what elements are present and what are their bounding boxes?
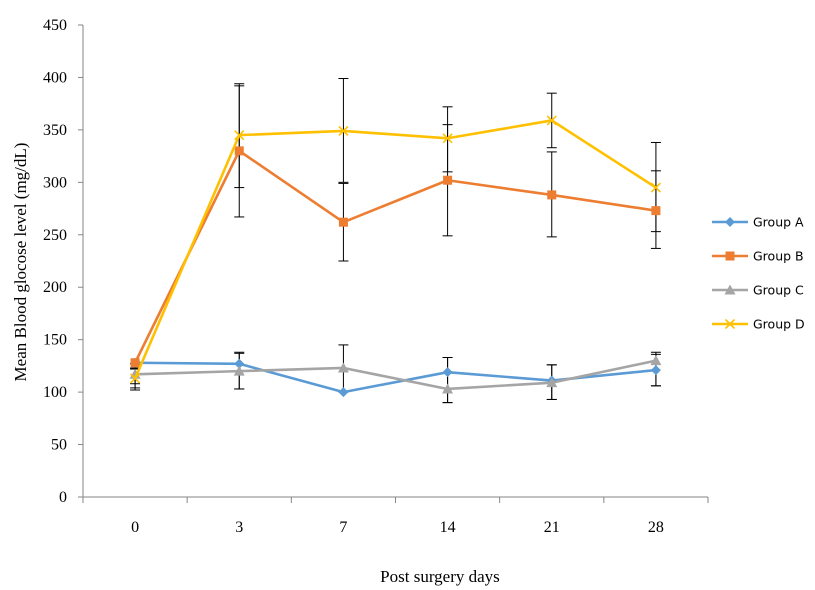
series-line-group-d xyxy=(133,119,657,379)
data-point-group-d xyxy=(546,115,557,126)
data-point-group-b xyxy=(651,206,661,216)
legend-label: Group D xyxy=(753,317,805,332)
y-tick-label: 200 xyxy=(43,279,67,296)
series-line-group-c xyxy=(135,359,657,391)
y-tick-label: 450 xyxy=(43,17,67,34)
y-tick-label: 300 xyxy=(43,174,67,191)
data-point-group-a xyxy=(234,358,245,369)
legend-label: Group C xyxy=(753,283,804,298)
marker-stroke xyxy=(546,115,557,126)
marker-stroke xyxy=(650,182,661,193)
data-point-group-c xyxy=(337,362,349,373)
y-tick-label: 350 xyxy=(43,122,67,139)
data-point-group-d xyxy=(234,130,245,141)
data-point-group-b xyxy=(443,175,453,185)
marker-stroke xyxy=(234,130,245,141)
y-axis-title: Mean Blood glocose level (mg/dL) xyxy=(11,143,30,382)
x-axis-title: Post surgery days xyxy=(380,567,500,586)
data-point-group-c xyxy=(442,383,454,394)
legend: Group A Group B Group C Group D xyxy=(712,215,805,332)
x-tick-label: 21 xyxy=(544,519,560,536)
legend-label: Group A xyxy=(753,215,804,230)
data-point-group-c xyxy=(233,365,245,376)
legend-marker xyxy=(725,251,735,261)
data-point-group-d xyxy=(442,133,453,144)
data-point-group-d xyxy=(338,125,349,137)
x-tick-label: 0 xyxy=(131,519,139,536)
legend-marker xyxy=(724,284,736,295)
data-point-group-a xyxy=(650,365,661,376)
data-point-group-c xyxy=(546,377,558,388)
legend-label: Group B xyxy=(753,249,804,264)
data-point-group-d xyxy=(130,373,141,384)
y-tick-label: 0 xyxy=(59,489,67,506)
x-tick-label: 14 xyxy=(440,519,456,536)
data-point-group-c xyxy=(650,355,662,366)
data-point-group-a xyxy=(338,387,349,398)
data-point-group-a xyxy=(442,367,453,378)
marker-stroke xyxy=(442,133,453,144)
x-tick-label: 28 xyxy=(648,519,664,536)
legend-marker xyxy=(725,217,735,227)
x-axis: 0 3 7 14 21 28 xyxy=(82,496,709,536)
data-point-group-b xyxy=(547,190,557,200)
series-layer xyxy=(129,115,662,398)
y-tick-label: 400 xyxy=(43,69,67,86)
y-tick-label: 250 xyxy=(43,227,67,244)
marker-stroke xyxy=(130,373,141,384)
data-point-group-b xyxy=(130,358,140,368)
y-tick-label: 50 xyxy=(51,437,67,454)
error-bars xyxy=(130,77,661,404)
y-axis: 0 50 100 150 200 250 300 350 400 450 xyxy=(43,17,84,506)
y-tick-label: 100 xyxy=(43,384,67,401)
y-tick-label: 150 xyxy=(43,332,67,349)
data-point-group-b xyxy=(338,217,348,227)
marker-stroke xyxy=(724,318,736,330)
data-point-group-d xyxy=(650,182,661,193)
marker-stroke xyxy=(338,125,349,137)
legend-marker xyxy=(724,318,736,330)
series-line-group-b xyxy=(133,149,657,364)
x-tick-label: 7 xyxy=(339,519,347,536)
x-tick-label: 3 xyxy=(235,519,243,536)
data-point-group-b xyxy=(234,146,244,156)
